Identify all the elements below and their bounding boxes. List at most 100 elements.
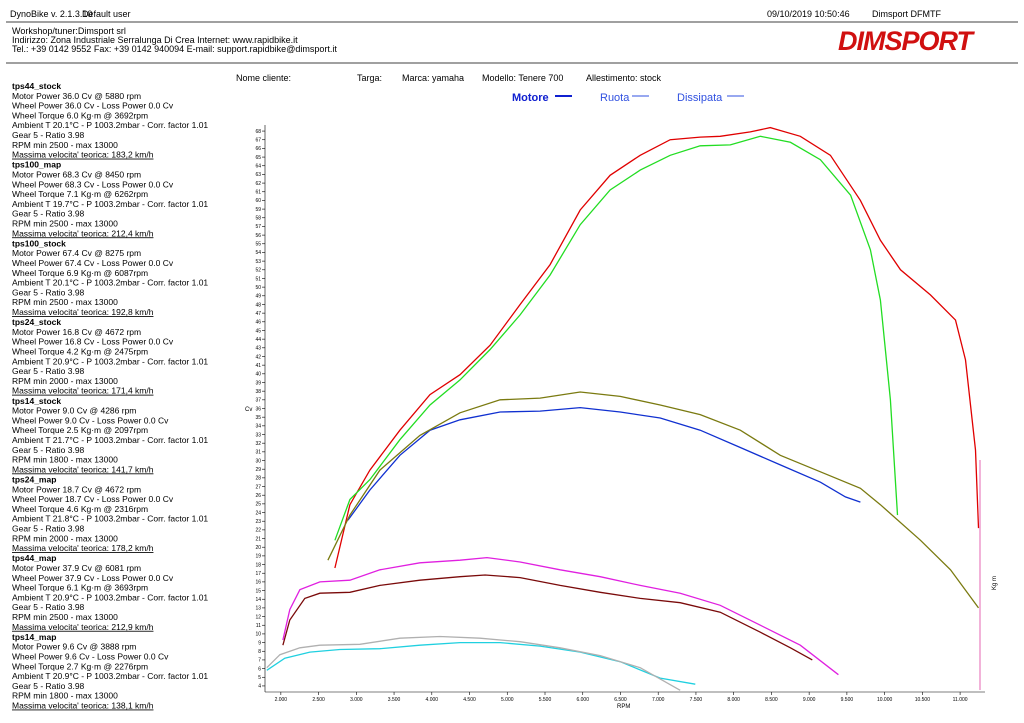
mode-legend: Ruota xyxy=(600,92,630,104)
y-tick-label: 53 xyxy=(255,259,261,265)
y-tick-label: 65 xyxy=(255,155,261,161)
x-tick-label: 4.500 xyxy=(463,697,476,703)
y-axis-label: Cv xyxy=(245,407,252,413)
run-detail: RPM min 2500 - max 13000 xyxy=(12,140,118,150)
run-detail: RPM min 2000 - max 13000 xyxy=(12,376,118,386)
run-detail: Motor Power 37.9 Cv @ 6081 rpm xyxy=(12,563,141,573)
y-tick-label: 22 xyxy=(255,528,261,534)
top-speed: Massima velocita' teorica: 141,7 km/h xyxy=(12,464,154,474)
x-tick-label: 11.000 xyxy=(953,697,968,703)
curve xyxy=(282,574,813,661)
y-tick-label: 18 xyxy=(255,562,261,568)
y-tick-label: 13 xyxy=(255,606,261,612)
run-detail: RPM min 2500 - max 13000 xyxy=(12,297,118,307)
run-detail: RPM min 2500 - max 13000 xyxy=(12,219,118,229)
y-tick-label: 9 xyxy=(258,640,261,646)
run-name: tps44_stock xyxy=(12,81,61,91)
y-tick-label: 45 xyxy=(255,328,261,334)
curve xyxy=(347,406,861,521)
y-tick-label: 31 xyxy=(255,450,261,456)
run-detail: Motor Power 9.6 Cv @ 3888 rpm xyxy=(12,642,136,652)
run-detail: Ambient T 20.1°C - P 1003.2mbar - Corr. … xyxy=(12,278,208,288)
run-detail: Ambient T 19.7°C - P 1003.2mbar - Corr. … xyxy=(12,199,208,209)
y-tick-label: 54 xyxy=(255,250,261,256)
y-tick-label: 7 xyxy=(258,658,261,664)
y-tick-label: 17 xyxy=(255,571,261,577)
y-tick-label: 68 xyxy=(255,129,261,135)
info: Targa: xyxy=(357,73,382,83)
run-detail: Motor Power 16.8 Cv @ 4672 rpm xyxy=(12,327,141,337)
info: Marca: yamaha xyxy=(402,73,464,83)
run-detail: Wheel Torque 6.1 Kg·m @ 3693rpm xyxy=(12,583,148,593)
x-tick-label: 9.000 xyxy=(803,697,816,703)
y-tick-label: 29 xyxy=(255,467,261,473)
run-detail: Motor Power 18.7 Cv @ 4672 rpm xyxy=(12,484,141,494)
y-tick-label: 20 xyxy=(255,545,261,551)
curve xyxy=(282,556,839,676)
y-tick-label: 49 xyxy=(255,294,261,300)
y-tick-label: 33 xyxy=(255,432,261,438)
device: Dimsport DFMTF xyxy=(872,9,941,19)
y-tick-label: 46 xyxy=(255,320,261,326)
y-tick-label: 59 xyxy=(255,207,261,213)
top-speed: Massima velocita' teorica: 192,8 km/h xyxy=(12,307,154,317)
y-tick-label: 5 xyxy=(258,675,261,681)
y-tick-label: 28 xyxy=(255,476,261,482)
y-tick-label: 27 xyxy=(255,484,261,490)
run-name: tps24_map xyxy=(12,475,56,485)
curve xyxy=(266,635,681,691)
curve xyxy=(266,641,696,685)
top-speed: Massima velocita' teorica: 138,1 km/h xyxy=(12,701,154,711)
y-tick-label: 52 xyxy=(255,268,261,274)
run-detail: Wheel Torque 6.0 Kg·m @ 3692rpm xyxy=(12,110,148,120)
x-tick-label: 3.000 xyxy=(350,697,363,703)
x-tick-label: 7.500 xyxy=(690,697,703,703)
run-detail: Motor Power 36.0 Cv @ 5880 rpm xyxy=(12,91,141,101)
run-detail: Motor Power 68.3 Cv @ 8450 rpm xyxy=(12,170,141,180)
x-tick-label: 6.000 xyxy=(576,697,589,703)
run-name: tps100_map xyxy=(12,160,61,170)
info: Nome cliente: xyxy=(236,73,291,83)
y-tick-label: 6 xyxy=(258,666,261,672)
run-detail: Ambient T 20.9°C - P 1003.2mbar - Corr. … xyxy=(12,592,208,602)
run-name: tps14_stock xyxy=(12,396,61,406)
run-name: tps24_stock xyxy=(12,317,61,327)
user: Default user xyxy=(82,9,131,19)
run-detail: Ambient T 20.9°C - P 1003.2mbar - Corr. … xyxy=(12,356,208,366)
run-detail: Gear 5 - Ratio 3.98 xyxy=(12,445,85,455)
y-tick-label: 24 xyxy=(255,510,261,516)
run-detail: Gear 5 - Ratio 3.98 xyxy=(12,209,85,219)
y-tick-label: 30 xyxy=(255,458,261,464)
y-tick-label: 67 xyxy=(255,138,261,144)
y-tick-label: 26 xyxy=(255,493,261,499)
run-detail: RPM min 2500 - max 13000 xyxy=(12,612,118,622)
y-tick-label: 25 xyxy=(255,502,261,508)
top-speed: Massima velocita' teorica: 171,4 km/h xyxy=(12,386,154,396)
run-detail: Motor Power 9.0 Cv @ 4286 rpm xyxy=(12,406,136,416)
y-tick-label: 40 xyxy=(255,372,261,378)
y-tick-label: 50 xyxy=(255,285,261,291)
mode-legend: Dissipata xyxy=(677,92,723,104)
y-tick-label: 48 xyxy=(255,302,261,308)
x-tick-label: 4.000 xyxy=(426,697,439,703)
y-tick-label: 23 xyxy=(255,519,261,525)
run-detail: Ambient T 21.7°C - P 1003.2mbar - Corr. … xyxy=(12,435,208,445)
run-detail: Wheel Power 9.0 Cv - Loss Power 0.0 Cv xyxy=(12,415,169,425)
y-tick-label: 60 xyxy=(255,198,261,204)
run-detail: RPM min 2000 - max 13000 xyxy=(12,533,118,543)
y-tick-label: 56 xyxy=(255,233,261,239)
info: Modello: Tenere 700 xyxy=(482,73,563,83)
y-tick-label: 58 xyxy=(255,216,261,222)
top-speed: Massima velocita' teorica: 183,2 km/h xyxy=(12,150,154,160)
top-speed: Massima velocita' teorica: 178,2 km/h xyxy=(12,543,154,553)
run-detail: Gear 5 - Ratio 3.98 xyxy=(12,602,85,612)
y-tick-label: 8 xyxy=(258,649,261,655)
x-tick-label: 2.000 xyxy=(275,697,288,703)
y-tick-label: 43 xyxy=(255,346,261,352)
run-detail: Wheel Power 9.6 Cv - Loss Power 0.0 Cv xyxy=(12,652,169,662)
x-axis-label: RPM xyxy=(617,704,630,710)
run-detail: Wheel Torque 6.9 Kg·m @ 6087rpm xyxy=(12,268,148,278)
y-tick-label: 61 xyxy=(255,190,261,196)
y-tick-label: 38 xyxy=(255,389,261,395)
